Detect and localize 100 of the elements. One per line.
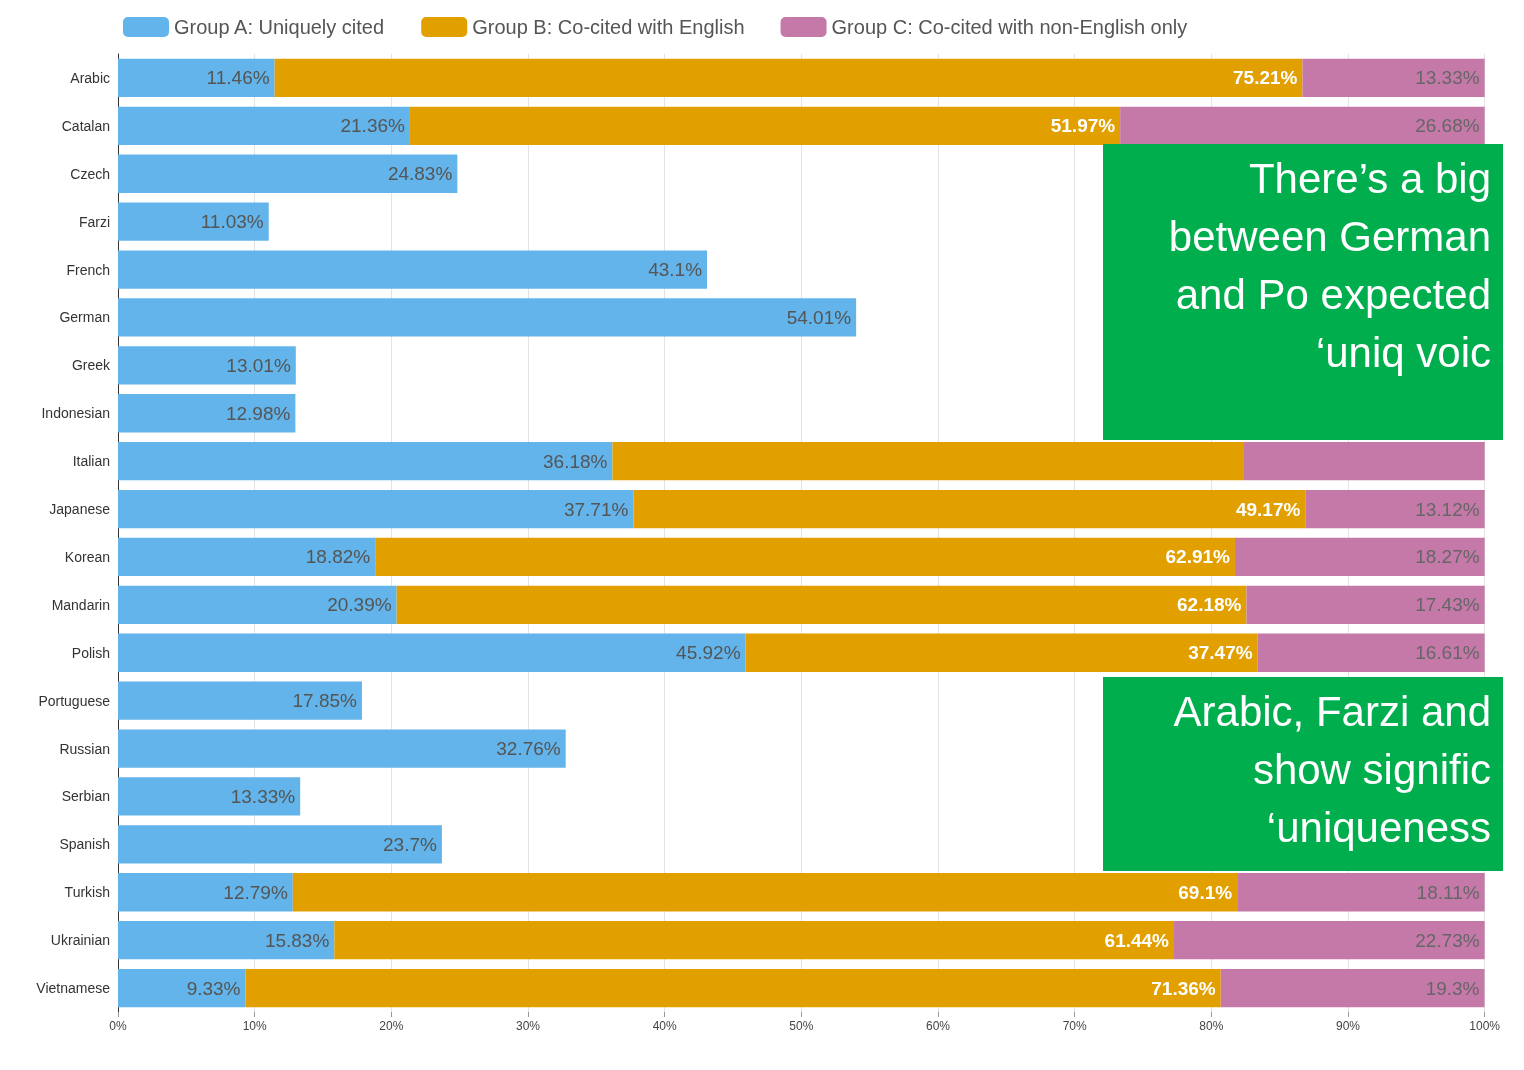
data-label: 51.97% bbox=[1050, 115, 1116, 137]
bar bbox=[118, 298, 857, 337]
data-label: 19.3% bbox=[1425, 977, 1480, 999]
bar bbox=[118, 537, 376, 577]
data-label: 37.47% bbox=[1188, 642, 1253, 664]
data-label: 18.27% bbox=[1415, 546, 1480, 568]
x-tick-label: 50% bbox=[789, 1019, 814, 1033]
y-tick-label: Polish bbox=[71, 644, 110, 661]
bar bbox=[118, 58, 275, 98]
y-tick-label: Japanese bbox=[49, 501, 111, 518]
bar bbox=[1237, 873, 1485, 912]
y-tick-label: Greek bbox=[71, 357, 111, 374]
bar bbox=[1174, 920, 1485, 960]
bar bbox=[612, 441, 1244, 481]
data-label: 32.76% bbox=[496, 738, 561, 760]
y-tick-label: Serbian bbox=[61, 788, 110, 805]
bar bbox=[118, 681, 362, 720]
bar bbox=[1246, 585, 1485, 625]
bar bbox=[274, 58, 1303, 98]
bar bbox=[1220, 968, 1485, 1008]
data-label: 13.33% bbox=[230, 785, 296, 807]
x-tick-label: 90% bbox=[1335, 1019, 1361, 1033]
bar bbox=[633, 489, 1306, 529]
bar bbox=[118, 968, 246, 1008]
data-label: 49.17% bbox=[1235, 498, 1301, 520]
bar bbox=[118, 106, 410, 146]
bar bbox=[118, 202, 269, 241]
data-label: 24.83% bbox=[387, 163, 453, 185]
y-tick-label: Arabic bbox=[70, 69, 110, 86]
data-label: 11.46% bbox=[206, 67, 270, 89]
y-tick-label: Italian bbox=[72, 453, 110, 470]
data-label: 62.18% bbox=[1176, 594, 1242, 616]
y-tick-label: Catalan bbox=[61, 117, 110, 134]
data-label: 62.91% bbox=[1165, 546, 1231, 568]
x-tick-label: 20% bbox=[379, 1019, 404, 1033]
legend-label: Group B: Co-cited with English bbox=[472, 16, 745, 38]
bar bbox=[118, 394, 296, 433]
bar bbox=[396, 585, 1247, 625]
data-label: 17.85% bbox=[292, 690, 358, 712]
data-label: 9.33% bbox=[186, 977, 241, 999]
bar bbox=[118, 633, 746, 672]
bar bbox=[1234, 537, 1485, 577]
data-label: 15.83% bbox=[264, 929, 330, 951]
annotation: There’s a big between German and Po expected ‘uniq voic bbox=[1167, 154, 1491, 378]
data-label: 12.98% bbox=[225, 402, 291, 424]
bar bbox=[245, 968, 1221, 1008]
data-label: 43.1% bbox=[648, 259, 703, 281]
y-tick-label: Vietnamese bbox=[36, 980, 111, 997]
bar bbox=[1302, 58, 1485, 98]
bar bbox=[118, 825, 442, 864]
data-label: 13.12% bbox=[1415, 498, 1480, 520]
legend-label: Group C: Co-cited with non-English only bbox=[831, 16, 1188, 38]
x-tick-label: 30% bbox=[515, 1019, 541, 1033]
data-label: 26.68% bbox=[1415, 115, 1480, 137]
data-label: 37.71% bbox=[563, 498, 629, 520]
x-tick-label: 0% bbox=[109, 1019, 127, 1033]
y-tick-label: Portuguese bbox=[38, 692, 111, 709]
bar bbox=[409, 106, 1121, 146]
y-tick-label: French bbox=[66, 261, 110, 278]
data-label: 17.43% bbox=[1415, 594, 1480, 616]
bar bbox=[1120, 106, 1485, 146]
data-label: 45.92% bbox=[676, 642, 741, 664]
bar bbox=[745, 633, 1258, 672]
y-tick-label: Farzi bbox=[78, 213, 110, 230]
data-label: 18.11% bbox=[1416, 881, 1480, 903]
y-tick-label: Czech bbox=[70, 165, 110, 182]
data-label: 23.7% bbox=[383, 833, 437, 855]
data-label: 61.44% bbox=[1104, 929, 1170, 951]
bar bbox=[118, 920, 335, 960]
legend-label: Group A: Uniquely cited bbox=[174, 16, 385, 38]
y-tick-label: Spanish bbox=[59, 836, 110, 853]
x-tick-label: 100% bbox=[1469, 1019, 1501, 1033]
bar bbox=[292, 873, 1238, 912]
bar bbox=[118, 346, 296, 385]
y-tick-label: Ukrainian bbox=[50, 932, 110, 949]
x-tick-label: 70% bbox=[1062, 1019, 1087, 1033]
bar bbox=[1305, 489, 1485, 529]
y-tick-label: Russian bbox=[59, 740, 110, 757]
data-label: 11.03% bbox=[200, 211, 264, 233]
data-label: 36.18% bbox=[543, 450, 608, 472]
bar bbox=[118, 489, 634, 529]
x-tick-label: 10% bbox=[242, 1019, 267, 1033]
y-tick-label: Turkish bbox=[64, 884, 110, 901]
y-tick-label: German bbox=[59, 309, 110, 326]
data-label: 18.82% bbox=[305, 546, 371, 568]
bar bbox=[118, 250, 708, 289]
data-label: 12.79% bbox=[223, 881, 288, 903]
bar bbox=[118, 154, 458, 193]
bar bbox=[334, 920, 1175, 960]
data-label: 22.73% bbox=[1415, 929, 1480, 951]
data-label: 54.01% bbox=[786, 306, 852, 328]
data-label: 75.21% bbox=[1233, 67, 1298, 89]
x-tick-label: 40% bbox=[652, 1019, 677, 1033]
x-tick-label: 60% bbox=[925, 1019, 951, 1033]
y-tick-label: Korean bbox=[64, 548, 110, 565]
data-label: 16.61% bbox=[1415, 642, 1480, 664]
bar bbox=[118, 585, 397, 625]
data-label: 13.33% bbox=[1415, 67, 1480, 89]
y-tick-label: Indonesian bbox=[41, 405, 110, 422]
data-label: 71.36% bbox=[1151, 977, 1216, 999]
